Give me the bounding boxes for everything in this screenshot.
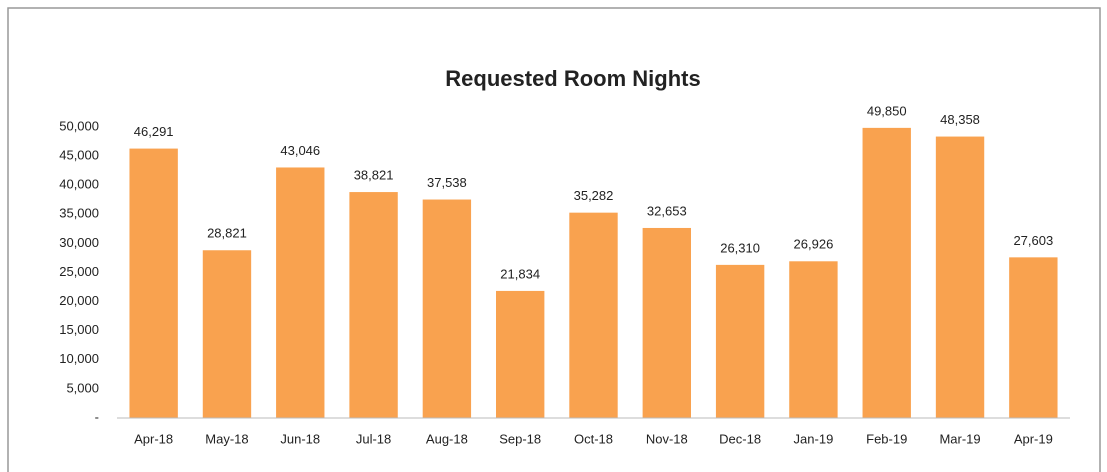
y-tick-label: 15,000 [59, 322, 99, 337]
data-label: 27,603 [1013, 233, 1053, 248]
y-tick-label: 25,000 [59, 264, 99, 279]
x-tick-label: Mar-19 [939, 431, 980, 446]
data-label: 48,358 [940, 112, 980, 127]
y-tick-label: 50,000 [59, 118, 99, 133]
bar [129, 148, 178, 419]
bar [642, 227, 691, 418]
data-label: 21,834 [500, 266, 540, 281]
bar [422, 199, 472, 418]
bar [202, 250, 252, 418]
x-tick-label: Aug-18 [426, 431, 468, 446]
y-tick-label: 5,000 [66, 380, 99, 395]
data-label: 35,282 [574, 188, 614, 203]
bar [349, 192, 398, 418]
x-tick-label: May-18 [205, 431, 248, 446]
data-label: 26,310 [720, 240, 760, 255]
data-label: 28,821 [207, 226, 247, 241]
data-label: 32,653 [647, 203, 687, 218]
data-label: 49,850 [867, 103, 907, 118]
x-tick-label: Apr-19 [1014, 431, 1053, 446]
y-tick-label: 35,000 [59, 206, 99, 221]
bar [276, 167, 325, 418]
bar [715, 264, 765, 418]
x-tick-label: Nov-18 [646, 431, 688, 446]
data-label: 37,538 [427, 175, 467, 190]
bar [496, 290, 545, 418]
bar [935, 136, 985, 418]
x-tick-label: Oct-18 [574, 431, 613, 446]
x-tick-label: Feb-19 [866, 431, 907, 446]
x-tick-label: Jul-18 [356, 431, 391, 446]
bar [569, 212, 618, 418]
data-label: 43,046 [280, 143, 320, 158]
y-tick-label: - [95, 409, 99, 424]
bar [862, 127, 911, 419]
bar [1009, 257, 1058, 418]
chart-frame [7, 7, 1101, 472]
y-tick-label: 30,000 [59, 235, 99, 250]
y-tick-label: 40,000 [59, 177, 99, 192]
y-tick-label: 10,000 [59, 351, 99, 366]
bar [789, 261, 838, 418]
x-tick-label: Apr-18 [134, 431, 173, 446]
chart-title: Requested Room Nights [445, 66, 700, 91]
data-label: 38,821 [354, 167, 394, 182]
x-tick-label: Sep-18 [499, 431, 541, 446]
data-label: 26,926 [794, 237, 834, 252]
x-tick-label: Jun-18 [280, 431, 320, 446]
y-tick-label: 45,000 [59, 148, 99, 163]
data-label: 46,291 [134, 124, 174, 139]
y-tick-label: 20,000 [59, 293, 99, 308]
x-tick-label: Jan-19 [794, 431, 834, 446]
x-tick-label: Dec-18 [719, 431, 761, 446]
